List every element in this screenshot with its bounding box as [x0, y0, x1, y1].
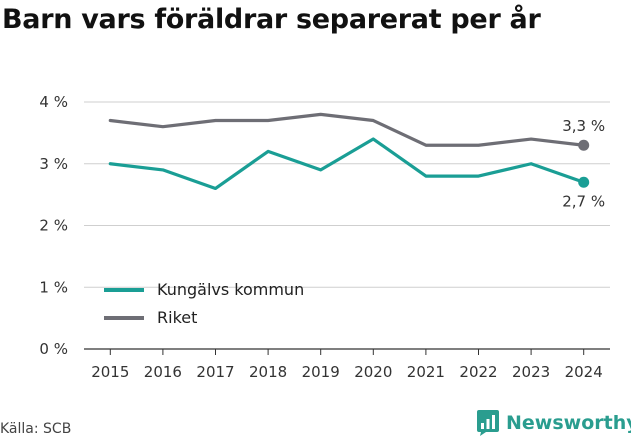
source-note: Källa: SCB — [0, 421, 72, 437]
x-tick-label: 2016 — [144, 363, 182, 381]
x-tick-label: 2015 — [91, 363, 129, 381]
chart-title: Barn vars föräldrar separerat per år — [2, 4, 541, 35]
legend-label: Kungälvs kommun — [157, 280, 304, 299]
y-tick-label: 2 % — [39, 217, 68, 235]
y-tick-label: 1 % — [39, 278, 68, 296]
line-chart: 0 % 1 % 2 % 3 % 4 % 2015 2016 2017 2018 2019 2020… — [39, 93, 610, 381]
x-tick-label: 2021 — [407, 363, 445, 381]
series-line — [108, 137, 586, 191]
end-point-marker — [578, 176, 590, 188]
brand-name: Newsworthy — [506, 412, 631, 434]
x-tick-label: 2019 — [302, 363, 340, 381]
series-line — [108, 112, 586, 147]
y-axis-ticks: 0 % 1 % 2 % 3 % 4 % — [39, 93, 68, 358]
series-lines: 2,7 % 3,3 % — [108, 112, 605, 210]
legend-label: Riket — [157, 308, 197, 327]
x-tick-label: 2018 — [249, 363, 287, 381]
x-tick-label: 2024 — [565, 363, 603, 381]
newsworthy-logo-icon — [477, 410, 499, 436]
end-value-label: 2,7 % — [562, 192, 605, 210]
y-tick-label: 3 % — [39, 155, 68, 173]
x-tick-label: 2020 — [354, 363, 392, 381]
x-axis-ticks: 2015 2016 2017 2018 2019 2020 2021 2022 2023 2024 — [91, 349, 603, 381]
legend: Kungälvs kommun Riket — [104, 280, 304, 327]
x-tick-label: 2017 — [196, 363, 234, 381]
brand[interactable]: Newsworthy — [476, 409, 631, 437]
gridlines — [84, 101, 610, 350]
y-tick-label: 0 % — [39, 340, 68, 358]
end-value-label: 3,3 % — [562, 117, 605, 135]
y-tick-label: 4 % — [39, 93, 68, 111]
end-point-marker — [578, 139, 590, 151]
x-tick-label: 2022 — [459, 363, 497, 381]
x-tick-label: 2023 — [512, 363, 550, 381]
